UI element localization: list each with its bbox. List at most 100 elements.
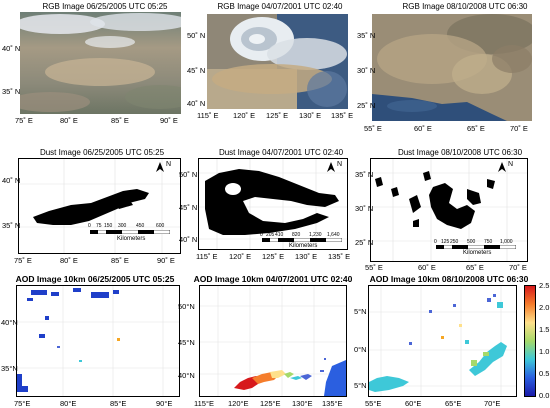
lon-label: 130˚ E [295,252,318,261]
lon-label: 130˚ E [299,111,322,120]
lon-label: 60˚ E [414,124,432,133]
colorbar-tick: 1.5 [539,325,550,334]
scale-tick: 410 [275,232,284,238]
north-arrow [496,160,508,178]
lon-label: 55˚ E [364,124,382,133]
lat-label: 50˚ N [179,170,198,179]
panel-title: AOD Image 10km 04/07/2001 UTC 02:40 [193,274,353,284]
lat-label: 45°N [178,338,195,347]
lat-label: 30˚ N [355,204,374,213]
lat-label: 35°N [1,364,18,373]
lat-label: 50˚ N [187,31,206,40]
lat-label: 35˚ N [357,31,376,40]
lon-label: 135˚ E [328,252,351,261]
lat-label: 45˚ N [187,66,206,75]
lon-label: 115˚ E [196,252,218,261]
scale-tick: 600 [156,223,165,229]
dust-map-frame [370,158,528,262]
panel-title: Dust Image 08/10/2008 UTC 06:30 [397,148,523,157]
north-arrow [154,160,166,178]
lon-label: 135˚ E [331,111,354,120]
lon-label: 85˚ E [111,116,129,125]
lat-label: 25˚ N [357,101,376,110]
lat-label: 25˚ N [355,238,374,247]
lon-label: 85°E [110,399,127,408]
colorbar-tick: 0.5 [539,369,550,378]
scale-tick: 150 [104,223,113,229]
lon-label: 75˚ E [15,116,33,125]
lon-label: 65˚ E [466,263,484,272]
scale-tick: 0 [434,239,437,245]
aod-colorbar [524,285,536,397]
lat-label: 45˚ N [179,203,198,212]
scale-tick: 300 [118,223,127,229]
scale-unit: Kilometers [117,236,146,242]
lat-label: 40˚ N [187,99,206,108]
aod-map-frame [368,285,517,397]
panel-title: AOD Image 10km 08/10/2008 UTC 06:30 [369,274,529,284]
scale-bar [90,230,170,244]
lon-label: 80°E [60,399,77,408]
north-label: N [337,161,343,168]
colorbar-gradient [525,286,535,396]
panel-title: RGB Image 06/25/2005 UTC 05:25 [42,2,168,11]
lon-label: 70˚ E [509,263,527,272]
panel-title: Dust Image 04/07/2001 UTC 02:40 [218,148,344,157]
scale-tick: 250 [450,239,459,245]
scale-tick: 75 [96,223,102,229]
colorbar-tick: 1.0 [539,347,550,356]
lon-label: 125˚ E [262,252,285,261]
lon-label: 55˚ E [365,263,383,272]
colorbar-tick: 2.0 [539,303,550,312]
lon-label: 80˚ E [60,256,78,265]
rgb-satellite-image [207,14,348,109]
aod-map-frame [16,285,180,397]
lon-label: 70˚ E [510,124,528,133]
lon-label: 65˚ E [467,124,485,133]
scale-tick: 1,230 [309,232,322,238]
lon-label: 120°E [228,399,249,408]
lon-label: 130°E [292,399,313,408]
scale-bar [262,238,342,242]
scale-tick: 205 [266,232,275,238]
lon-label: 80˚ E [60,116,78,125]
lon-label: 75°E [14,399,31,408]
scale-tick: 0 [88,223,91,229]
lat-label: 40˚ N [2,176,21,185]
dust-map-frame [198,158,348,250]
scale-tick: 1,000 [500,239,513,245]
panel-title: RGB Image 04/07/2001 UTC 02:40 [217,2,343,11]
scale-tick: 750 [484,239,493,245]
scale-tick: 1,640 [327,232,340,238]
lon-label: 60°E [405,399,422,408]
north-label: N [508,161,514,168]
scale-tick: 125 [441,239,450,245]
scale-tick: 450 [136,223,145,229]
colorbar-tick: 0.0 [539,391,550,400]
scale-tick: 820 [292,232,301,238]
lat-label: 5°N [354,307,367,316]
lon-label: 115°E [194,399,214,408]
lat-label: 0°N [354,345,367,354]
lon-label: 120˚ E [229,252,252,261]
lon-label: 55°E [365,399,382,408]
scale-tick: 500 [467,239,476,245]
lat-label: 50°N [178,302,195,311]
panel-title: Dust Image 06/25/2005 UTC 05:25 [39,148,165,157]
aod-map-frame [199,285,347,397]
lat-label: 35˚ N [2,87,21,96]
lon-label: 115˚ E [197,111,219,120]
lon-label: 90°E [156,399,173,408]
lon-label: 90˚ E [160,116,178,125]
lon-label: 90˚ E [157,256,175,265]
lon-label: 60˚ E [418,263,436,272]
colorbar-tick: 2.5 [539,281,550,290]
lat-label: 30˚ N [357,66,376,75]
north-arrow [325,160,337,178]
lon-label: 125˚ E [266,111,289,120]
lon-label: 135°E [322,399,343,408]
lon-label: 65°E [445,399,462,408]
scale-unit: Kilometers [463,250,492,256]
lat-label: 40˚ N [2,44,21,53]
scale-bar [436,245,516,249]
